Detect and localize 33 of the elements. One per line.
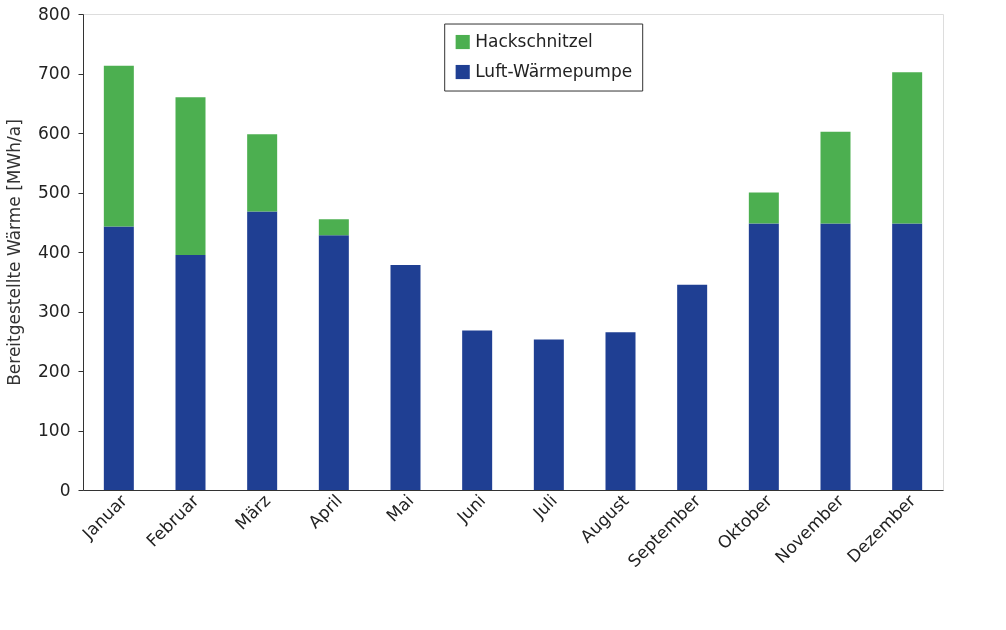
bar bbox=[605, 332, 636, 490]
x-tick-label: Mai bbox=[382, 490, 418, 526]
bar bbox=[892, 223, 923, 490]
y-tick-label: 500 bbox=[38, 182, 71, 202]
bar bbox=[390, 265, 421, 490]
bar bbox=[748, 192, 779, 224]
bar bbox=[820, 131, 851, 224]
bar bbox=[103, 65, 134, 227]
y-tick-label: 100 bbox=[38, 420, 71, 440]
y-tick-label: 800 bbox=[38, 3, 71, 24]
y-tick-label: 200 bbox=[38, 360, 71, 381]
x-tick-label: Juli bbox=[528, 490, 561, 524]
y-tick-label: 600 bbox=[38, 122, 71, 143]
bar bbox=[892, 72, 923, 224]
bar bbox=[677, 284, 708, 490]
bar bbox=[462, 330, 493, 490]
y-tick-label: 700 bbox=[38, 63, 71, 83]
y-tick-label: 400 bbox=[38, 241, 71, 262]
bar bbox=[318, 219, 349, 236]
bar bbox=[175, 97, 206, 255]
bar bbox=[175, 254, 206, 490]
legend-label: Luft-Wärmepumpe bbox=[475, 61, 633, 82]
bar bbox=[318, 235, 349, 490]
bar bbox=[533, 339, 564, 490]
bar bbox=[247, 134, 278, 212]
legend-label: Hackschnitzel bbox=[475, 31, 593, 52]
y-tick-label: 300 bbox=[38, 301, 71, 321]
bar bbox=[820, 223, 851, 490]
bar bbox=[103, 226, 134, 490]
y-tick-label: 0 bbox=[59, 479, 71, 500]
bar bbox=[247, 211, 278, 490]
y-axis-title: Bereitgestellte Wärme [MWh/a] bbox=[4, 119, 25, 386]
bar bbox=[748, 223, 779, 490]
